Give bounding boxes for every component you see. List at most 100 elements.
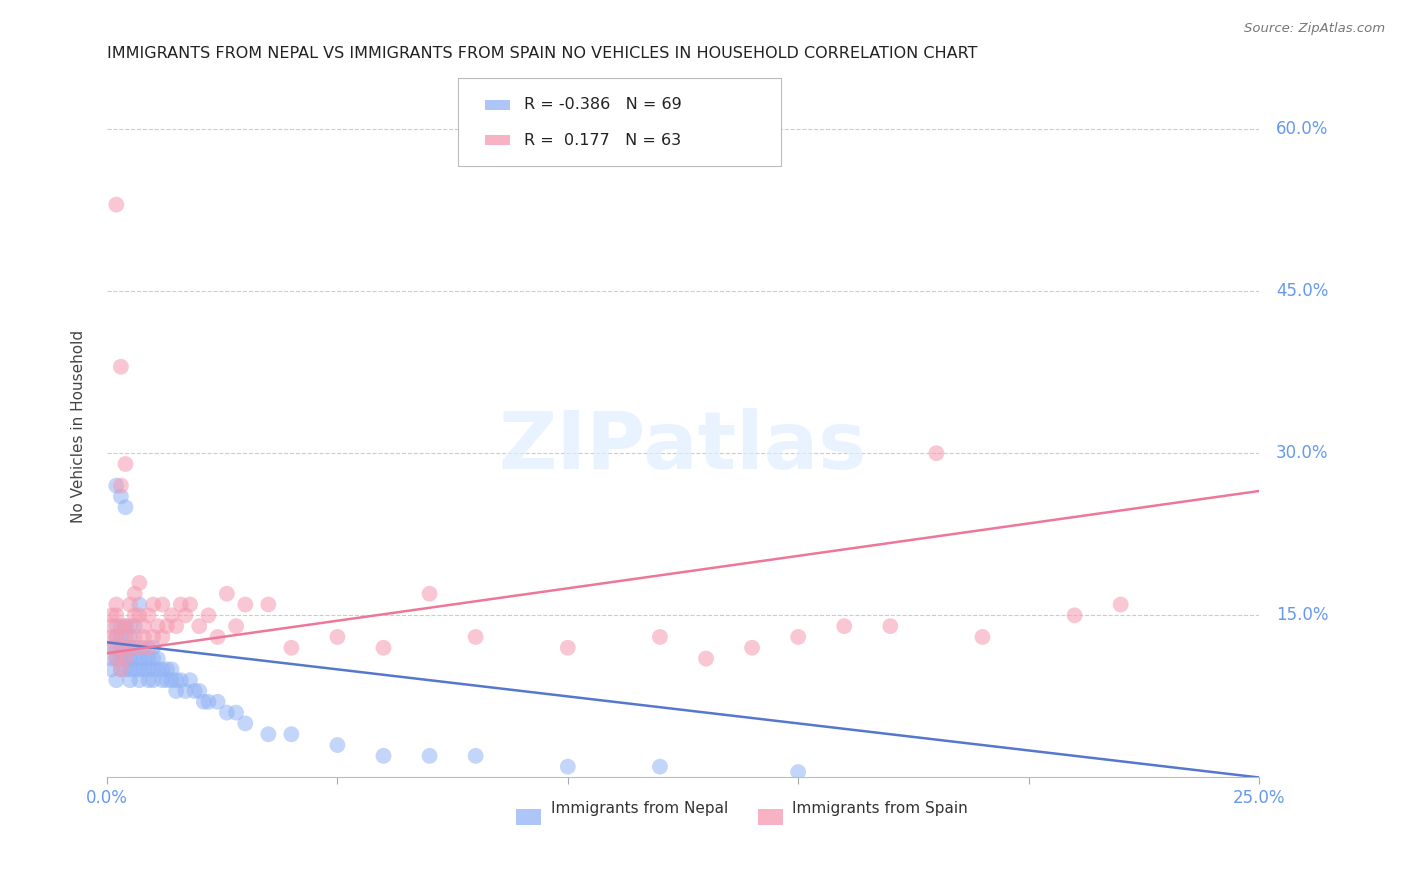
Point [105, 630, 128, 644]
Point [120, 651, 142, 665]
FancyBboxPatch shape [485, 135, 510, 145]
Point [138, 608, 160, 623]
FancyBboxPatch shape [758, 809, 783, 824]
Text: IMMIGRANTS FROM NEPAL VS IMMIGRANTS FROM SPAIN NO VEHICLES IN HOUSEHOLD CORRELAT: IMMIGRANTS FROM NEPAL VS IMMIGRANTS FROM… [107, 46, 977, 62]
Point [183, 684, 205, 698]
Point [110, 640, 132, 655]
Point [257, 598, 280, 612]
Point [280, 727, 302, 741]
Point [128, 608, 150, 623]
Point [225, 619, 247, 633]
Point [1109, 598, 1132, 612]
Y-axis label: No Vehicles in Household: No Vehicles in Household [72, 330, 86, 523]
Point [280, 640, 302, 655]
Point [142, 630, 165, 644]
Point [1063, 608, 1085, 623]
FancyBboxPatch shape [516, 809, 541, 824]
Point [142, 598, 165, 612]
Text: 15.0%: 15.0% [1277, 607, 1329, 624]
Point [142, 673, 165, 688]
Point [114, 651, 136, 665]
Point [972, 630, 994, 644]
Point [150, 630, 173, 644]
FancyBboxPatch shape [485, 100, 510, 110]
Point [165, 684, 187, 698]
Point [132, 619, 155, 633]
Point [326, 630, 349, 644]
Point [156, 662, 179, 676]
Point [110, 640, 132, 655]
Text: 45.0%: 45.0% [1277, 282, 1329, 300]
Point [114, 500, 136, 515]
Point [464, 748, 486, 763]
Point [132, 662, 155, 676]
Text: Source: ZipAtlas.com: Source: ZipAtlas.com [1244, 22, 1385, 36]
Point [925, 446, 948, 460]
Point [120, 598, 142, 612]
Point [160, 662, 183, 676]
Text: 30.0%: 30.0% [1277, 444, 1329, 462]
Point [146, 619, 169, 633]
Point [150, 598, 173, 612]
Point [114, 457, 136, 471]
Point [100, 662, 122, 676]
Point [120, 662, 142, 676]
Point [110, 619, 132, 633]
Point [105, 608, 128, 623]
Point [124, 608, 146, 623]
Point [105, 197, 128, 211]
Text: R = -0.386   N = 69: R = -0.386 N = 69 [524, 97, 682, 112]
Point [174, 608, 197, 623]
Point [105, 651, 128, 665]
Point [142, 651, 165, 665]
Text: ZIPatlas: ZIPatlas [499, 409, 868, 486]
Point [146, 662, 169, 676]
Point [373, 640, 395, 655]
Point [120, 630, 142, 644]
Point [114, 651, 136, 665]
Point [128, 575, 150, 590]
Point [110, 651, 132, 665]
Point [160, 673, 183, 688]
Point [695, 651, 717, 665]
Point [557, 759, 579, 773]
Point [105, 651, 128, 665]
Point [879, 619, 901, 633]
Text: 60.0%: 60.0% [1277, 120, 1329, 138]
Point [188, 619, 211, 633]
Point [215, 587, 238, 601]
Point [326, 738, 349, 752]
Point [114, 630, 136, 644]
Point [100, 640, 122, 655]
Point [128, 640, 150, 655]
Point [225, 706, 247, 720]
Point [787, 630, 810, 644]
Point [138, 673, 160, 688]
Point [138, 640, 160, 655]
Point [100, 651, 122, 665]
Point [179, 598, 201, 612]
Point [188, 684, 211, 698]
Text: Immigrants from Nepal: Immigrants from Nepal [551, 801, 728, 816]
Point [233, 716, 256, 731]
Point [114, 662, 136, 676]
Point [648, 630, 671, 644]
Point [105, 630, 128, 644]
Point [207, 695, 229, 709]
Point [124, 662, 146, 676]
Point [124, 651, 146, 665]
Point [110, 630, 132, 644]
Point [110, 478, 132, 492]
Point [124, 587, 146, 601]
Point [128, 598, 150, 612]
Point [373, 748, 395, 763]
Point [100, 630, 122, 644]
Point [124, 630, 146, 644]
Point [120, 673, 142, 688]
Point [648, 759, 671, 773]
Point [142, 640, 165, 655]
Point [419, 748, 441, 763]
Point [193, 695, 215, 709]
Point [132, 640, 155, 655]
Point [100, 619, 122, 633]
